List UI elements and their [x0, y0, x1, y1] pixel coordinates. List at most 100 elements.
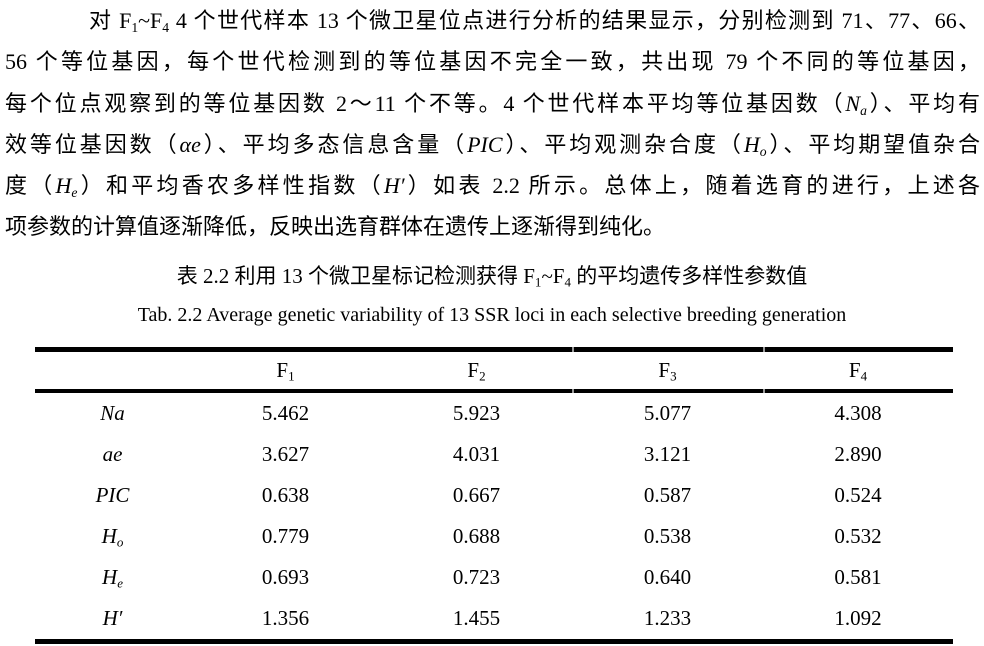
value-cell: 0.638: [261, 483, 310, 507]
subscript-text: 2: [479, 368, 486, 384]
parameters-table: F1 F2 F3 F4 Na 5.462 5.923 5.077 4.308 ae 3.627 4.…: [35, 347, 953, 644]
value-cell: 0.581: [834, 565, 882, 589]
body-paragraph: 对 F1~F4 4 个世代样本 13 个微卫星位点进行分析的结果显示，分别检测到…: [5, 0, 980, 248]
value-cell: 0.667: [452, 483, 501, 507]
value-cell: 3.121: [643, 442, 692, 466]
subscript-text: 4: [564, 274, 571, 290]
text-run: 项参数的计算值逐渐降低，反映出选育群体在遗传上逐渐得到纯化。: [5, 214, 666, 240]
subscript-text: 4: [860, 368, 868, 384]
value-cell: 0.524: [834, 483, 882, 507]
value-cell: 4.308: [834, 401, 882, 425]
text-run: 的平均遗传多样性参数值: [571, 264, 808, 288]
text-run: ）、平均有: [866, 90, 980, 116]
text-run: F: [467, 358, 480, 382]
header-cell: F3: [572, 349, 763, 393]
italic-symbol: H′: [383, 173, 405, 199]
text-run: ~F: [138, 8, 163, 33]
value-cell: 0.640: [643, 565, 692, 589]
rule-tick: [572, 389, 574, 393]
value-cell: 0.693: [261, 565, 310, 589]
text-run: 对 F: [89, 8, 132, 33]
text-run: ~F: [541, 264, 565, 288]
value-cell: 0.587: [643, 483, 692, 507]
value-cell: 1.356: [261, 606, 310, 630]
value-cell: 0.723: [452, 565, 501, 589]
text-run: F: [848, 358, 861, 382]
subscript-text: e: [117, 575, 123, 591]
text-run: 效等位基因数（: [5, 131, 180, 157]
value-cell: 4.031: [452, 442, 501, 466]
value-cell: 1.092: [834, 606, 882, 630]
rule-tick: [572, 347, 574, 352]
italic-symbol: PIC: [467, 131, 503, 157]
value-cell: 0.688: [452, 524, 501, 548]
value-cell: 5.923: [452, 401, 501, 425]
header-cell: F1: [190, 349, 381, 393]
row-label-cell: Ho: [35, 516, 190, 557]
table-caption-en: Tab. 2.2 Average genetic variability of …: [137, 304, 847, 326]
table-row: ae 3.627 4.031 3.121 2.890: [35, 434, 953, 475]
subscript-text: e: [71, 185, 78, 200]
table-row: H′ 1.356 1.455 1.233 1.092: [35, 598, 953, 642]
value-cell: 2.890: [834, 442, 882, 466]
italic-symbol: PIC: [95, 483, 130, 507]
text-run: 度（: [5, 173, 56, 199]
paragraph-line: 效等位基因数（αe）、平均多态信息含量（PIC）、平均观测杂合度（Ho）、平均期…: [5, 124, 980, 165]
subscript-text: 1: [288, 368, 295, 384]
table-row: Na 5.462 5.923 5.077 4.308: [35, 391, 953, 434]
subscript-text: 1: [534, 274, 542, 290]
subscript-text: a: [860, 102, 867, 118]
text-run: ）如表 2.2 所示。总体上，随着选育的进行，上述各: [404, 173, 980, 199]
table-caption-zh: 表 2.2 利用 13 个微卫星标记检测获得 F1~F4 的平均遗传多样性参数值: [0, 262, 984, 290]
text-run: ）和平均香农多样性指数（: [77, 173, 384, 199]
subscript-text: o: [116, 534, 124, 550]
italic-symbol: H: [101, 524, 117, 548]
text-run: F: [658, 358, 671, 382]
subscript-text: 3: [670, 368, 677, 384]
text-run: ）、平均观测杂合度（: [502, 131, 744, 157]
row-label-cell: PIC: [35, 475, 190, 516]
table-header-row: F1 F2 F3 F4: [35, 349, 953, 393]
paragraph-line: 项参数的计算值逐渐降低，反映出选育群体在遗传上逐渐得到纯化。: [5, 206, 980, 247]
rule-tick: [763, 389, 765, 393]
text-run: 4 个世代样本 13 个微卫星位点进行分析的结果显示，分别检测到 71、77、6…: [169, 8, 980, 33]
header-cell: F4: [763, 349, 953, 393]
text-run: ）、平均多态信息含量（: [200, 131, 468, 157]
text-run: 表 2.2 利用 13 个微卫星标记检测获得 F: [176, 264, 535, 288]
value-cell: 0.779: [261, 524, 310, 548]
subscript-text: o: [759, 143, 767, 159]
italic-symbol: H: [743, 131, 760, 157]
row-label-cell: Na: [35, 391, 190, 434]
italic-symbol: Na: [100, 401, 125, 425]
subscript-text: 1: [131, 19, 139, 35]
paragraph-line: 每个位点观察到的等位基因数 2～11 个不等。4 个世代样本平均等位基因数（Na…: [5, 83, 980, 124]
value-cell: 5.077: [643, 401, 692, 425]
header-cell-empty: [35, 349, 190, 393]
row-label-cell: ae: [35, 434, 190, 475]
italic-symbol: N: [845, 90, 861, 116]
italic-symbol: αe: [179, 131, 201, 157]
table-row: PIC 0.638 0.667 0.587 0.524: [35, 475, 953, 516]
table-row: He 0.693 0.723 0.640 0.581: [35, 557, 953, 598]
paragraph-line: 度（He）和平均香农多样性指数（H′）如表 2.2 所示。总体上，随着选育的进行…: [5, 165, 980, 206]
paragraph-line: 对 F1~F4 4 个世代样本 13 个微卫星位点进行分析的结果显示，分别检测到…: [5, 0, 980, 41]
genetics-table: F1 F2 F3 F4 Na 5.462 5.923 5.077 4.308 ae 3.627 4.…: [35, 347, 953, 644]
value-cell: 1.455: [452, 606, 501, 630]
paragraph-line: 56 个等位基因，每个世代检测到的等位基因不完全一致，共出现 79 个不同的等位…: [5, 41, 980, 82]
row-label-cell: H′: [35, 598, 190, 642]
table-row: Ho 0.779 0.688 0.538 0.532: [35, 516, 953, 557]
italic-symbol: H: [102, 565, 118, 589]
value-cell: 5.462: [261, 401, 310, 425]
value-cell: 0.532: [834, 524, 882, 548]
subscript-text: 4: [162, 19, 170, 35]
text-run: 每个位点观察到的等位基因数 2～11 个不等。4 个世代样本平均等位基因数（: [5, 90, 846, 116]
value-cell: 1.233: [643, 606, 692, 630]
header-cell: F2: [381, 349, 572, 393]
value-cell: 0.538: [643, 524, 692, 548]
italic-symbol: H′: [102, 606, 123, 630]
rule-tick: [763, 347, 765, 352]
row-label-cell: He: [35, 557, 190, 598]
italic-symbol: ae: [102, 442, 123, 466]
text-run: F: [276, 358, 289, 382]
